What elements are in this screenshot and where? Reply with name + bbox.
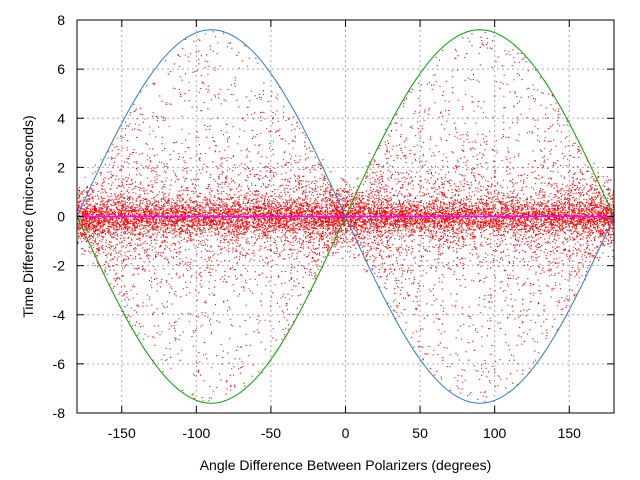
- y-tick-label: 6: [57, 61, 65, 77]
- x-tick-label: -150: [108, 425, 136, 441]
- y-tick-label: -6: [53, 356, 66, 372]
- x-tick-label: 50: [412, 425, 428, 441]
- x-tick-label: -50: [261, 425, 281, 441]
- y-axis-label: Time Difference (micro-seconds): [20, 115, 36, 317]
- y-tick-label: 0: [57, 209, 65, 225]
- y-tick-label: 4: [57, 110, 65, 126]
- curves: [76, 29, 615, 404]
- x-tick-label: -100: [182, 425, 210, 441]
- y-tick-label: 8: [57, 12, 65, 28]
- y-tick-label: 2: [57, 159, 65, 175]
- y-tick-label: -8: [53, 405, 66, 421]
- x-tick-label: 100: [483, 425, 507, 441]
- ticks: -150 -100 -50 0 50 100 150 -8 -6 -4 -2 0 2 4 6 8: [53, 12, 614, 441]
- x-tick-label: 150: [558, 425, 582, 441]
- y-tick-label: -2: [53, 258, 66, 274]
- x-axis-label: Angle Difference Between Polarizers (deg…: [200, 457, 492, 473]
- y-tick-label: -4: [53, 307, 66, 323]
- x-tick-label: 0: [342, 425, 350, 441]
